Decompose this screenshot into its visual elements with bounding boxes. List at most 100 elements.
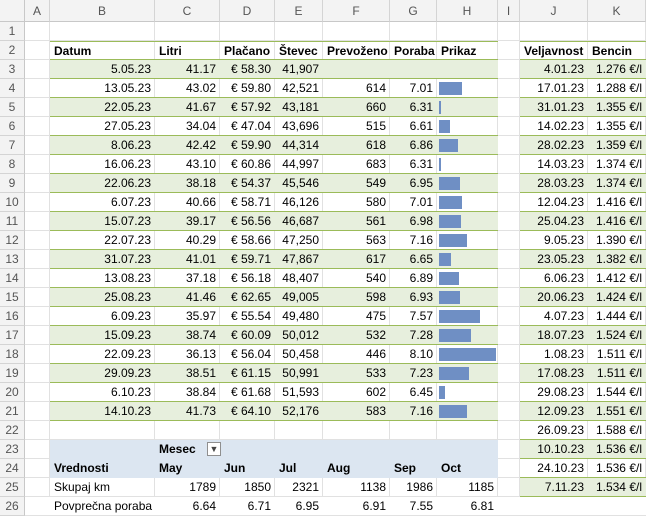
fuel-table-header[interactable]: Števec — [275, 41, 323, 60]
price-table-cell[interactable]: 7.11.23 — [520, 478, 588, 497]
fuel-table-cell[interactable] — [437, 250, 498, 269]
row-header-18[interactable]: 18 — [0, 345, 25, 364]
row-header-2[interactable]: 2 — [0, 41, 25, 60]
fuel-table-cell[interactable]: 22.05.23 — [50, 98, 155, 117]
fuel-table-cell[interactable]: 43.10 — [155, 155, 220, 174]
fuel-table-cell[interactable]: € 59.80 — [220, 79, 275, 98]
fuel-table-cell[interactable]: 7.01 — [390, 193, 437, 212]
pivot-value[interactable]: 6.81 — [470, 499, 494, 513]
price-table-cell[interactable]: 1.424 €/l — [588, 288, 646, 307]
pivot-value[interactable]: 1185 — [468, 480, 494, 494]
fuel-table-cell[interactable]: 475 — [323, 307, 390, 326]
fuel-table-cell[interactable]: 6.45 — [390, 383, 437, 402]
fuel-table-cell[interactable]: 47,867 — [275, 250, 323, 269]
fuel-table-cell[interactable]: 6.65 — [390, 250, 437, 269]
fuel-table-cell[interactable]: 561 — [323, 212, 390, 231]
fuel-table-cell[interactable]: 38.74 — [155, 326, 220, 345]
price-table-cell[interactable]: 1.355 €/l — [588, 117, 646, 136]
fuel-table-cell[interactable]: € 62.65 — [220, 288, 275, 307]
fuel-table-cell[interactable]: 41.67 — [155, 98, 220, 117]
price-table-cell[interactable]: 1.551 €/l — [588, 402, 646, 421]
price-table-cell[interactable]: 29.08.23 — [520, 383, 588, 402]
fuel-table-cell[interactable] — [390, 60, 437, 79]
fuel-table-cell[interactable]: 6.10.23 — [50, 383, 155, 402]
fuel-table-cell[interactable]: € 58.66 — [220, 231, 275, 250]
fuel-table-cell[interactable] — [437, 212, 498, 231]
pivot-value[interactable]: 6.64 — [192, 499, 216, 513]
fuel-table-cell[interactable]: 41.17 — [155, 60, 220, 79]
price-table-cell[interactable]: 1.588 €/l — [588, 421, 646, 440]
fuel-table-cell[interactable]: 7.16 — [390, 231, 437, 250]
row-header-12[interactable]: 12 — [0, 231, 25, 250]
fuel-table-cell[interactable]: 15.07.23 — [50, 212, 155, 231]
fuel-table-cell[interactable] — [437, 345, 498, 364]
fuel-table-cell[interactable]: 16.06.23 — [50, 155, 155, 174]
fuel-table-cell[interactable]: 598 — [323, 288, 390, 307]
fuel-table-cell[interactable]: 7.23 — [390, 364, 437, 383]
price-table-cell[interactable]: 26.09.23 — [520, 421, 588, 440]
fuel-table-cell[interactable]: 13.05.23 — [50, 79, 155, 98]
fuel-table-cell[interactable]: 6.61 — [390, 117, 437, 136]
row-header-20[interactable]: 20 — [0, 383, 25, 402]
pivot-value[interactable]: 6.95 — [295, 499, 319, 513]
fuel-table-cell[interactable]: 14.10.23 — [50, 402, 155, 421]
fuel-table-cell[interactable] — [437, 364, 498, 383]
fuel-table-cell[interactable]: 38.84 — [155, 383, 220, 402]
column-header-d[interactable]: D — [220, 0, 275, 22]
price-table-cell[interactable]: 17.08.23 — [520, 364, 588, 383]
fuel-table-cell[interactable]: 46,126 — [275, 193, 323, 212]
price-table-cell[interactable]: 14.02.23 — [520, 117, 588, 136]
fuel-table-cell[interactable]: € 59.71 — [220, 250, 275, 269]
fuel-table-cell[interactable]: 583 — [323, 402, 390, 421]
price-table-cell[interactable]: 1.544 €/l — [588, 383, 646, 402]
fuel-table-cell[interactable]: 47,250 — [275, 231, 323, 250]
pivot-month-header[interactable]: Jul — [275, 459, 323, 478]
row-header-5[interactable]: 5 — [0, 98, 25, 117]
fuel-table-cell[interactable]: 7.28 — [390, 326, 437, 345]
fuel-table-cell[interactable]: 39.17 — [155, 212, 220, 231]
column-header-f[interactable]: F — [323, 0, 390, 22]
fuel-table-cell[interactable] — [437, 60, 498, 79]
fuel-table-cell[interactable] — [437, 174, 498, 193]
pivot-month-header[interactable]: Aug — [323, 459, 390, 478]
fuel-table-cell[interactable]: 41.73 — [155, 402, 220, 421]
price-table-cell[interactable]: 1.374 €/l — [588, 155, 646, 174]
fuel-table-cell[interactable]: 22.06.23 — [50, 174, 155, 193]
fuel-table-cell[interactable]: € 59.90 — [220, 136, 275, 155]
fuel-table-cell[interactable]: 38.51 — [155, 364, 220, 383]
price-table-cell[interactable]: 1.524 €/l — [588, 326, 646, 345]
fuel-table-cell[interactable]: 41.01 — [155, 250, 220, 269]
fuel-table-cell[interactable]: € 60.86 — [220, 155, 275, 174]
pivot-month-header[interactable]: Jun — [220, 459, 275, 478]
row-header-25[interactable]: 25 — [0, 478, 25, 497]
fuel-table-cell[interactable]: 49,005 — [275, 288, 323, 307]
pivot-row-label[interactable]: Skupaj km — [54, 480, 111, 494]
row-header-9[interactable]: 9 — [0, 174, 25, 193]
fuel-table-cell[interactable]: 50,991 — [275, 364, 323, 383]
pivot-month-header[interactable]: May — [155, 459, 220, 478]
row-header-26[interactable]: 26 — [0, 497, 25, 516]
fuel-table-cell[interactable]: 602 — [323, 383, 390, 402]
fuel-table-cell[interactable]: 40.29 — [155, 231, 220, 250]
fuel-table-cell[interactable]: € 56.56 — [220, 212, 275, 231]
price-table-cell[interactable]: 4.07.23 — [520, 307, 588, 326]
price-table-cell[interactable]: 1.374 €/l — [588, 174, 646, 193]
fuel-table-header[interactable]: Litri — [155, 41, 220, 60]
row-header-14[interactable]: 14 — [0, 269, 25, 288]
fuel-table-cell[interactable]: 22.09.23 — [50, 345, 155, 364]
price-table-cell[interactable]: 24.10.23 — [520, 459, 588, 478]
fuel-table-cell[interactable]: 6.09.23 — [50, 307, 155, 326]
pivot-value[interactable]: 2321 — [292, 480, 319, 494]
fuel-table-header[interactable]: Prevoženo — [323, 41, 390, 60]
price-table-cell[interactable]: 1.276 €/l — [588, 60, 646, 79]
row-header-3[interactable]: 3 — [0, 60, 25, 79]
fuel-table-cell[interactable]: 41.46 — [155, 288, 220, 307]
fuel-table-cell[interactable]: 48,407 — [275, 269, 323, 288]
fuel-table-cell[interactable]: 43,696 — [275, 117, 323, 136]
fuel-table-cell[interactable] — [437, 231, 498, 250]
fuel-table-cell[interactable]: 7.01 — [390, 79, 437, 98]
fuel-table-cell[interactable]: 41,907 — [275, 60, 323, 79]
fuel-table-cell[interactable]: 6.89 — [390, 269, 437, 288]
fuel-table-cell[interactable] — [437, 193, 498, 212]
fuel-table-cell[interactable]: 6.95 — [390, 174, 437, 193]
